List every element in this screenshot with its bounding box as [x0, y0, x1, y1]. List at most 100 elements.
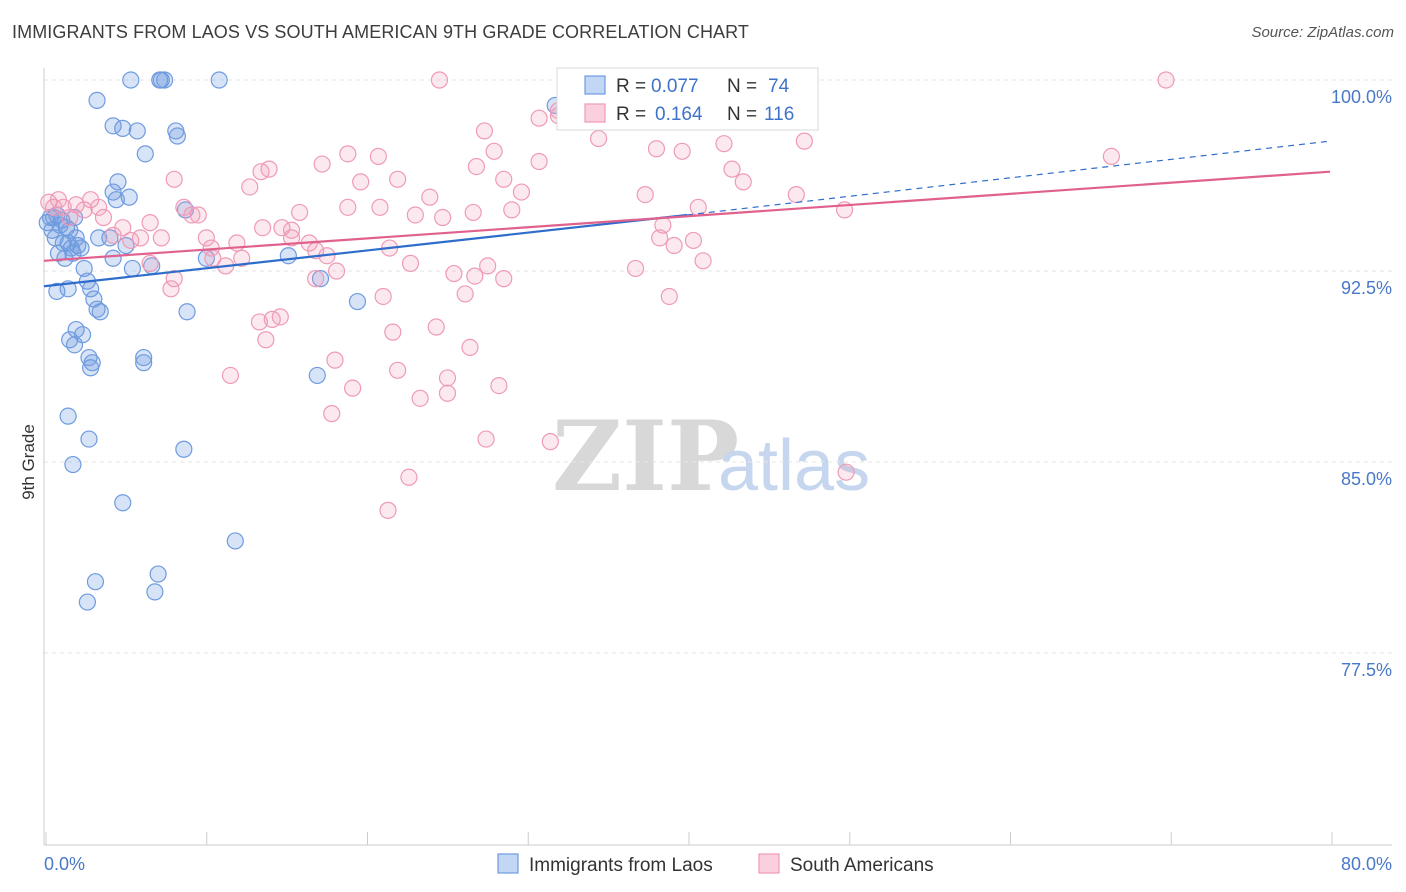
south-american-point [541, 433, 559, 451]
south-american-point [94, 208, 113, 227]
south-american-point [197, 229, 215, 247]
laos-point [117, 236, 135, 255]
south-american-point [254, 219, 272, 237]
laos-point [61, 331, 79, 349]
laos-point [75, 259, 93, 278]
south-american-point [684, 231, 703, 250]
south-american-point [221, 366, 240, 385]
grid-lines [44, 79, 1392, 654]
south-american-point [400, 468, 418, 486]
legend-r-label-1: R = [616, 76, 646, 97]
south-american-point [512, 183, 531, 201]
south-american-point [651, 229, 669, 247]
laos-point [82, 359, 100, 377]
y-tick-label: 92.5% [1341, 278, 1392, 298]
south-american-point [694, 252, 712, 270]
south-american-point [141, 214, 159, 232]
south-american-point [389, 170, 407, 188]
south-american-point [485, 142, 503, 160]
watermark: ZIP atlas [552, 400, 870, 513]
laos-point [135, 348, 153, 367]
laos-point [308, 366, 326, 385]
y-tick-labels: 77.5% 85.0% 92.5% 100.0% [1331, 87, 1392, 680]
laos-point [151, 71, 169, 89]
south-american-point [114, 219, 132, 237]
south-american-point [374, 287, 392, 306]
south-american-point [479, 257, 497, 275]
south-american-point [530, 109, 548, 127]
south-american-point [626, 259, 645, 278]
laos-point [136, 145, 154, 163]
south-american-point [787, 186, 805, 204]
laos-point [178, 303, 196, 321]
south-american-point [647, 140, 666, 158]
south-american-point [183, 206, 201, 224]
south-american-point [837, 463, 855, 481]
south-american-point [734, 173, 752, 191]
south-american-point [1157, 71, 1175, 89]
laos-point [109, 173, 127, 191]
laos-point [146, 583, 164, 601]
x-tick-label-max: 80.0% [1341, 854, 1392, 874]
legend-n-value-1: 74 [768, 76, 790, 97]
south-american-point [660, 287, 678, 306]
y-tick-label: 100.0% [1331, 87, 1392, 107]
south-american-point [445, 264, 463, 283]
laos-point [168, 127, 187, 145]
legend-swatch-pink [584, 103, 606, 123]
south-american-point [122, 231, 140, 250]
south-american-point [326, 351, 344, 369]
laos-point [311, 270, 330, 288]
laos-point [101, 229, 119, 247]
south-american-point [384, 323, 402, 341]
south-american-point [313, 155, 331, 173]
south-american-point [352, 173, 370, 191]
y-axis-label: 9th Grade [19, 424, 38, 500]
south-american-point [530, 152, 548, 171]
laos-point [88, 91, 106, 109]
south-american-point [152, 229, 170, 247]
laos-point [80, 430, 98, 448]
laos-point [210, 71, 228, 89]
laos-trend-extension [686, 140, 1331, 216]
bottom-legend-label-laos: Immigrants from Laos [529, 855, 713, 876]
bottom-legend-label-south-americans: South Americans [790, 855, 934, 876]
south-american-point [371, 198, 389, 216]
south-american-point [339, 198, 357, 216]
south-american-point [795, 132, 813, 150]
south-american-point [282, 221, 301, 239]
laos-point [104, 183, 122, 201]
south-american-point [165, 270, 183, 288]
laos-point [279, 247, 297, 265]
legend-box: R = 0.077 N = 74 R = 0.164 N = 116 [556, 67, 819, 131]
south-american-point [723, 160, 741, 178]
south-american-point [477, 430, 495, 448]
legend-n-label-2: N = [727, 104, 757, 125]
south-american-point [344, 379, 362, 397]
south-american-point [475, 122, 494, 140]
laos-point [114, 494, 132, 512]
laos-point [123, 259, 142, 278]
laos-point [48, 282, 66, 300]
south-american-point [189, 206, 207, 224]
x-tick-label-min: 0.0% [44, 854, 85, 874]
south-american-point [233, 249, 251, 267]
legend-swatch-blue [584, 75, 606, 95]
laos-point [135, 354, 153, 372]
laos-point [122, 71, 140, 89]
south-american-point [339, 145, 357, 163]
south-american-point [290, 203, 309, 222]
south-american-point [490, 377, 508, 395]
laos-point [226, 532, 244, 550]
south-american-point [75, 201, 93, 219]
south-american-point [162, 280, 180, 298]
scatter-points [38, 71, 1175, 611]
trend-lines [43, 140, 1331, 288]
legend-r-value-1: 0.077 [651, 76, 699, 97]
south-american-point [406, 206, 424, 224]
legend-r-value-2: 0.164 [655, 104, 703, 125]
laos-point [149, 565, 167, 583]
south-american-point [141, 254, 159, 272]
laos-point [72, 239, 90, 257]
